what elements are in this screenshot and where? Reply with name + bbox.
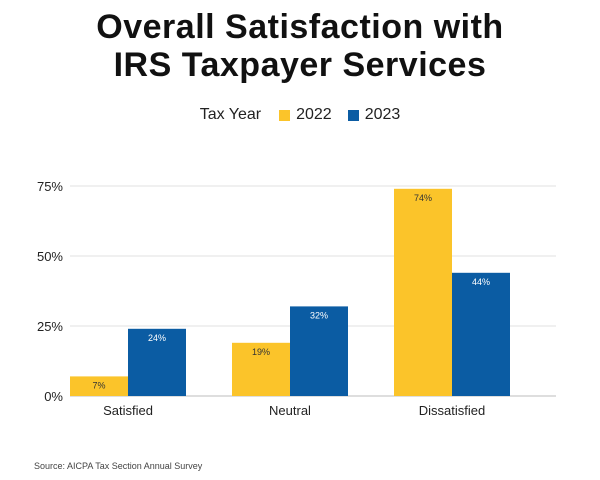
legend-item-2023: 2023: [347, 106, 401, 124]
data-label-satisfied-2023: 24%: [148, 333, 166, 343]
legend-swatch-2022: [279, 109, 291, 121]
y-tick-label-25: 25%: [37, 319, 63, 334]
legend-title: Tax Year: [199, 106, 262, 123]
source-note: Source: AICPA Tax Section Annual Survey: [34, 461, 203, 471]
y-tick-label-75: 75%: [37, 179, 63, 194]
data-label-dissatisfied-2023: 44%: [472, 277, 490, 287]
x-tick-label-satisfied: Satisfied: [103, 403, 153, 418]
x-tick-label-dissatisfied: Dissatisfied: [419, 403, 485, 418]
x-tick-label-neutral: Neutral: [269, 403, 311, 418]
legend-label-2023: 2023: [364, 106, 401, 123]
legend-label-2022: 2022: [296, 106, 332, 123]
data-label-neutral-2022: 19%: [252, 347, 270, 357]
legend-swatch-2023: [347, 109, 359, 121]
legend: Tax Year 2022 2023: [0, 106, 600, 124]
legend-item-2022: 2022: [279, 106, 332, 124]
data-label-neutral-2023: 32%: [310, 310, 328, 320]
bar-satisfied-2023: [128, 328, 186, 396]
y-tick-label-50: 50%: [37, 249, 63, 264]
bar-dissatisfied-2023: [452, 272, 510, 396]
bar-dissatisfied-2022: [394, 188, 452, 396]
chart-title-line-1: Overall Satisfaction with: [96, 8, 504, 46]
bar-neutral-2023: [290, 306, 348, 396]
data-label-satisfied-2022: 7%: [92, 380, 105, 390]
chart-title: Overall Satisfaction with IRS Taxpayer S…: [0, 8, 600, 84]
bar-satisfied-2022: [70, 376, 128, 396]
bar-neutral-2022: [232, 342, 290, 396]
data-label-dissatisfied-2022: 74%: [414, 193, 432, 203]
y-tick-label-0: 0%: [44, 389, 63, 404]
chart-title-line-2: IRS Taxpayer Services: [113, 46, 487, 84]
